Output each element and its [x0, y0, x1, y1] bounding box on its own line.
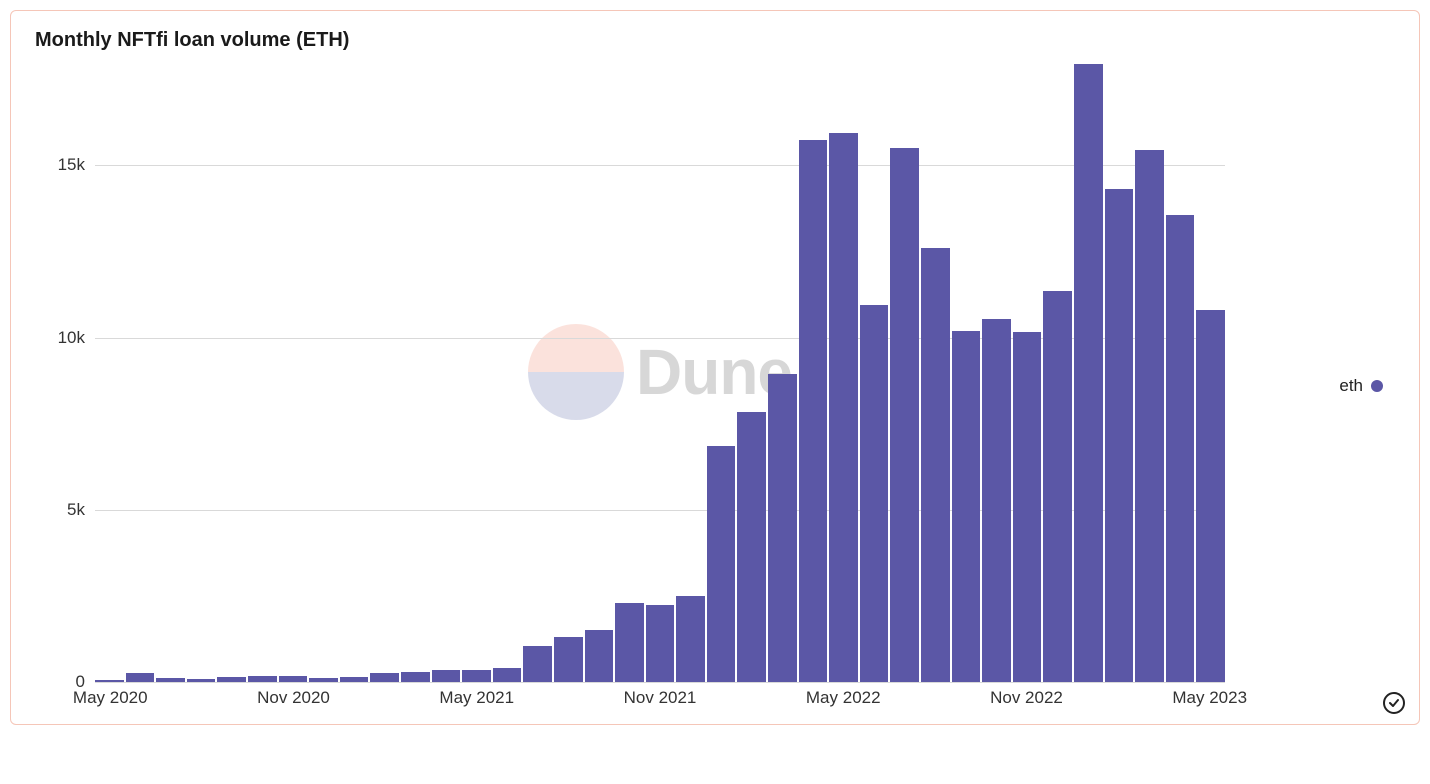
chart-card: Monthly NFTfi loan volume (ETH) Dune 05k… — [10, 10, 1420, 725]
bar[interactable] — [523, 646, 552, 682]
y-tick-label: 5k — [67, 500, 95, 520]
bar[interactable] — [1074, 64, 1103, 682]
bar[interactable] — [187, 679, 216, 682]
bar[interactable] — [585, 630, 614, 682]
bar[interactable] — [462, 670, 491, 682]
x-axis: May 2020Nov 2020May 2021Nov 2021May 2022… — [95, 682, 1225, 710]
x-tick-label: Nov 2020 — [257, 688, 330, 708]
chart-title: Monthly NFTfi loan volume (ETH) — [35, 29, 1395, 52]
bar[interactable] — [248, 676, 277, 682]
bar[interactable] — [952, 331, 981, 682]
bar[interactable] — [1196, 310, 1225, 682]
bar[interactable] — [1135, 150, 1164, 682]
x-tick-label: Nov 2021 — [624, 688, 697, 708]
bar[interactable] — [615, 603, 644, 682]
bar[interactable] — [921, 248, 950, 682]
bar[interactable] — [1013, 332, 1042, 682]
bar[interactable] — [370, 673, 399, 682]
bar[interactable] — [737, 412, 766, 682]
bar[interactable] — [890, 148, 919, 682]
bar[interactable] — [676, 596, 705, 682]
bar[interactable] — [799, 140, 828, 683]
bar[interactable] — [768, 374, 797, 682]
bar[interactable] — [1166, 215, 1195, 682]
chart-body: Dune 05k10k15k May 2020 Nov 2020 May 2021 N… — [35, 62, 1395, 710]
bar[interactable] — [217, 677, 246, 682]
bar[interactable] — [340, 677, 369, 682]
x-tick-label: May 2021 — [439, 688, 514, 708]
legend-swatch-icon — [1371, 380, 1383, 392]
bars-container — [95, 62, 1225, 682]
plot-wrap: Dune 05k10k15k May 2020 Nov 2020 May 2021 N… — [35, 62, 1225, 710]
plot-area: Dune 05k10k15k — [95, 62, 1225, 682]
bar[interactable] — [401, 672, 430, 682]
bar[interactable] — [554, 637, 583, 682]
bar[interactable] — [279, 676, 308, 682]
bar[interactable] — [860, 305, 889, 682]
bar[interactable] — [1043, 291, 1072, 682]
x-tick-label: May 2022 — [806, 688, 881, 708]
bar[interactable] — [432, 670, 461, 682]
legend: eth — [1225, 62, 1395, 710]
bar[interactable] — [493, 668, 522, 682]
bar[interactable] — [646, 605, 675, 683]
x-tick-label: May 2020 — [73, 688, 148, 708]
legend-item-eth[interactable]: eth — [1339, 376, 1383, 396]
bar[interactable] — [982, 319, 1011, 682]
x-tick-label: May 2023 — [1172, 688, 1247, 708]
bar[interactable] — [126, 673, 155, 682]
y-tick-label: 15k — [58, 155, 95, 175]
bar[interactable] — [95, 680, 124, 682]
status-check-icon[interactable] — [1383, 692, 1405, 714]
bar[interactable] — [309, 678, 338, 682]
bar[interactable] — [156, 678, 185, 682]
bar[interactable] — [707, 446, 736, 682]
y-tick-label: 10k — [58, 328, 95, 348]
bar[interactable] — [1105, 189, 1134, 682]
x-tick-label: Nov 2022 — [990, 688, 1063, 708]
bar[interactable] — [829, 133, 858, 682]
legend-label: eth — [1339, 376, 1363, 396]
